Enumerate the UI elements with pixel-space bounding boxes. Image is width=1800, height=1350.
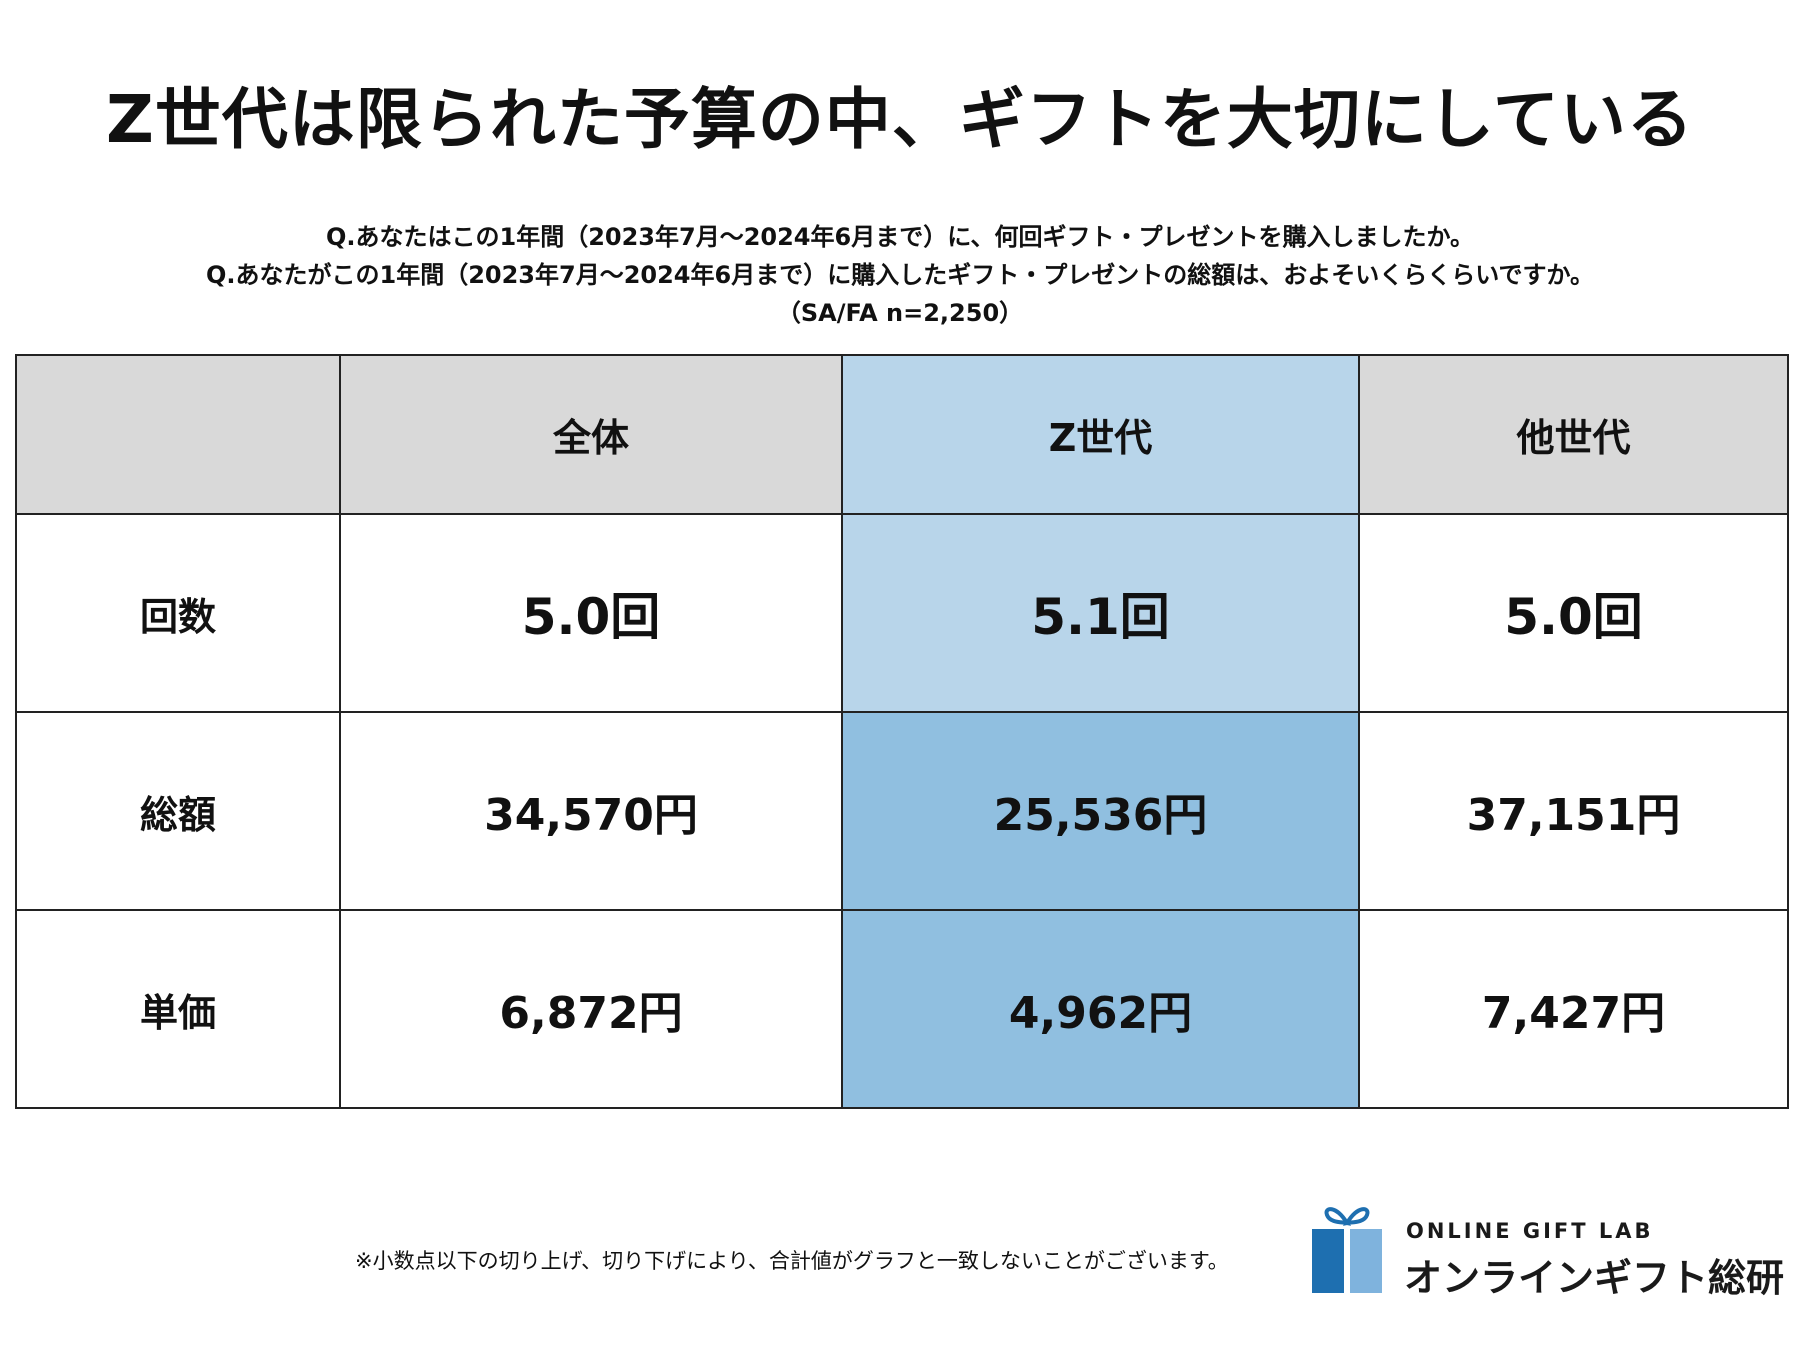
footnote: ※小数点以下の切り上げ、切り下げにより、合計値がグラフと一致しないことがございま… — [355, 1249, 1229, 1273]
row-label-count: 回数 — [15, 513, 341, 713]
header-row: 全体 Z世代 他世代 — [15, 354, 1789, 515]
sample-size: （SA/FA n=2,250） — [776, 299, 1024, 327]
logo-text-japanese: オンラインギフト総研 — [1404, 1256, 1785, 1300]
unit-price-other-generations: 7,427円 — [1358, 909, 1789, 1109]
question-1: Q.あなたはこの1年間（2023年7月～2024年6月まで）に、何回ギフト・プレ… — [325, 223, 1474, 251]
survey-questions: Q.あなたはこの1年間（2023年7月～2024年6月まで）に、何回ギフト・プレ… — [0, 218, 1800, 332]
unit-price-gen-z: 4,962円 — [841, 909, 1360, 1109]
gift-box-icon — [1312, 1207, 1382, 1293]
header-all: 全体 — [339, 354, 843, 515]
count-gen-z: 5.1回 — [841, 513, 1360, 713]
table-row-unit-price: 単価 6,872円 4,962円 7,427円 — [15, 909, 1789, 1109]
question-2: Q.あなたがこの1年間（2023年7月～2024年6月まで）に購入したギフト・プ… — [205, 261, 1594, 289]
total-amount-all: 34,570円 — [339, 711, 843, 911]
count-all: 5.0回 — [339, 513, 843, 713]
row-label-total-amount: 総額 — [15, 711, 341, 911]
results-table: 全体 Z世代 他世代 回数 5.0回 5.1回 5.0回 総額 34,570円 … — [15, 354, 1789, 1109]
header-other-generations: 他世代 — [1358, 354, 1789, 515]
total-amount-gen-z: 25,536円 — [841, 711, 1360, 911]
brand-logo: ONLINE GIFT LAB オンラインギフト総研 — [1310, 1195, 1784, 1300]
header-corner-cell — [15, 354, 341, 515]
count-other-generations: 5.0回 — [1358, 513, 1789, 713]
total-amount-other-generations: 37,151円 — [1358, 711, 1789, 911]
table-row-count: 回数 5.0回 5.1回 5.0回 — [15, 513, 1789, 713]
table-row-total-amount: 総額 34,570円 25,536円 37,151円 — [15, 711, 1789, 911]
row-label-unit-price: 単価 — [15, 909, 341, 1109]
unit-price-all: 6,872円 — [339, 909, 843, 1109]
logo-text-english: ONLINE GIFT LAB — [1406, 1219, 1654, 1243]
header-gen-z: Z世代 — [841, 354, 1360, 515]
page-title: Z世代は限られた予算の中、ギフトを大切にしている — [106, 81, 1694, 158]
